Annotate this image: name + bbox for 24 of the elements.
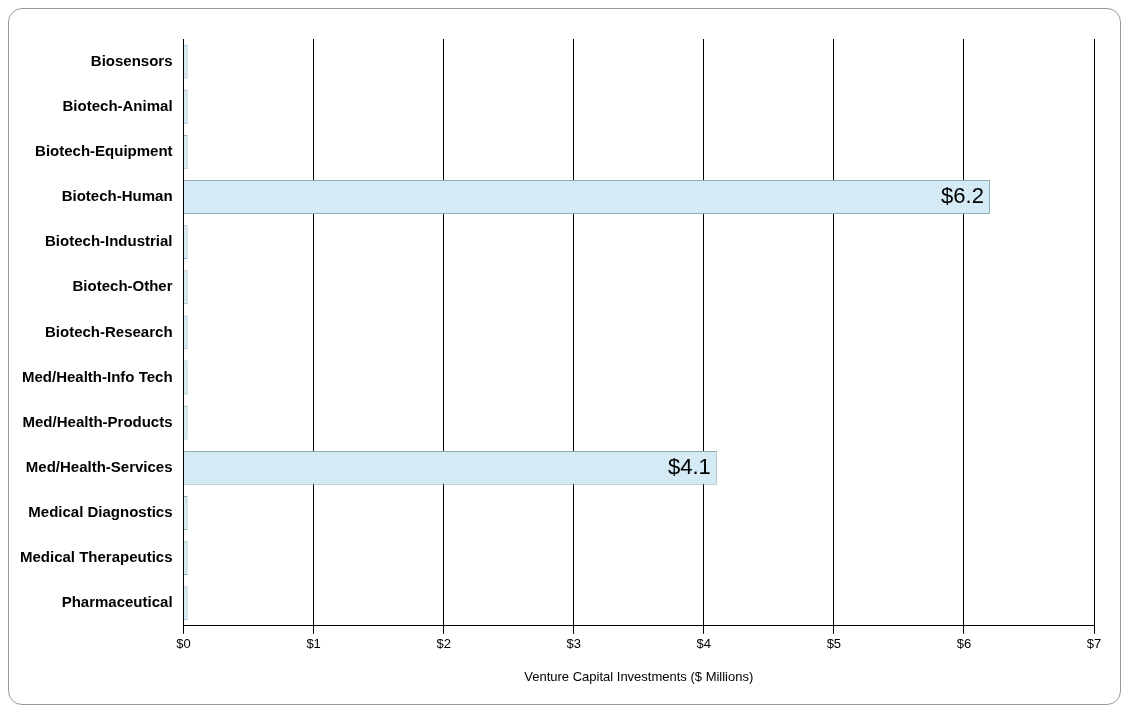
x-axis-title: Venture Capital Investments ($ Millions) (524, 668, 754, 684)
x-tick-label: $7 (1086, 636, 1102, 652)
x-tick-label: $0 (176, 636, 191, 652)
y-tick-label: Med/Health-Services (25, 457, 173, 475)
y-tick-label: Biotech-Industrial (45, 232, 173, 250)
y-tick-label: Biosensors (90, 51, 173, 69)
y-tick-label: Biotech-Research (45, 322, 173, 340)
y-tick-label: Biotech-Other (72, 277, 173, 295)
x-tick-label: $1 (306, 636, 321, 652)
y-tick-label: Biotech-Equipment (35, 141, 173, 159)
x-tick-label: $4 (696, 636, 712, 652)
y-tick-label: Biotech-Human (61, 187, 173, 205)
x-tick-label: $6 (956, 636, 972, 652)
x-tick-label: $2 (436, 636, 451, 652)
y-tick-label: Medical Diagnostics (28, 503, 173, 521)
x-tick-label: $5 (826, 636, 842, 652)
y-tick-label: Medical Therapeutics (19, 548, 173, 566)
y-tick-label: Med/Health-Products (22, 412, 173, 430)
y-tick-label: Pharmaceutical (61, 593, 173, 611)
data-label: $4.1 (667, 453, 711, 479)
y-tick-label: Biotech-Animal (62, 96, 173, 114)
y-tick-label: Med/Health-Info Tech (21, 367, 173, 385)
x-tick-label: $3 (566, 636, 581, 652)
data-label: $6.2 (941, 183, 984, 209)
